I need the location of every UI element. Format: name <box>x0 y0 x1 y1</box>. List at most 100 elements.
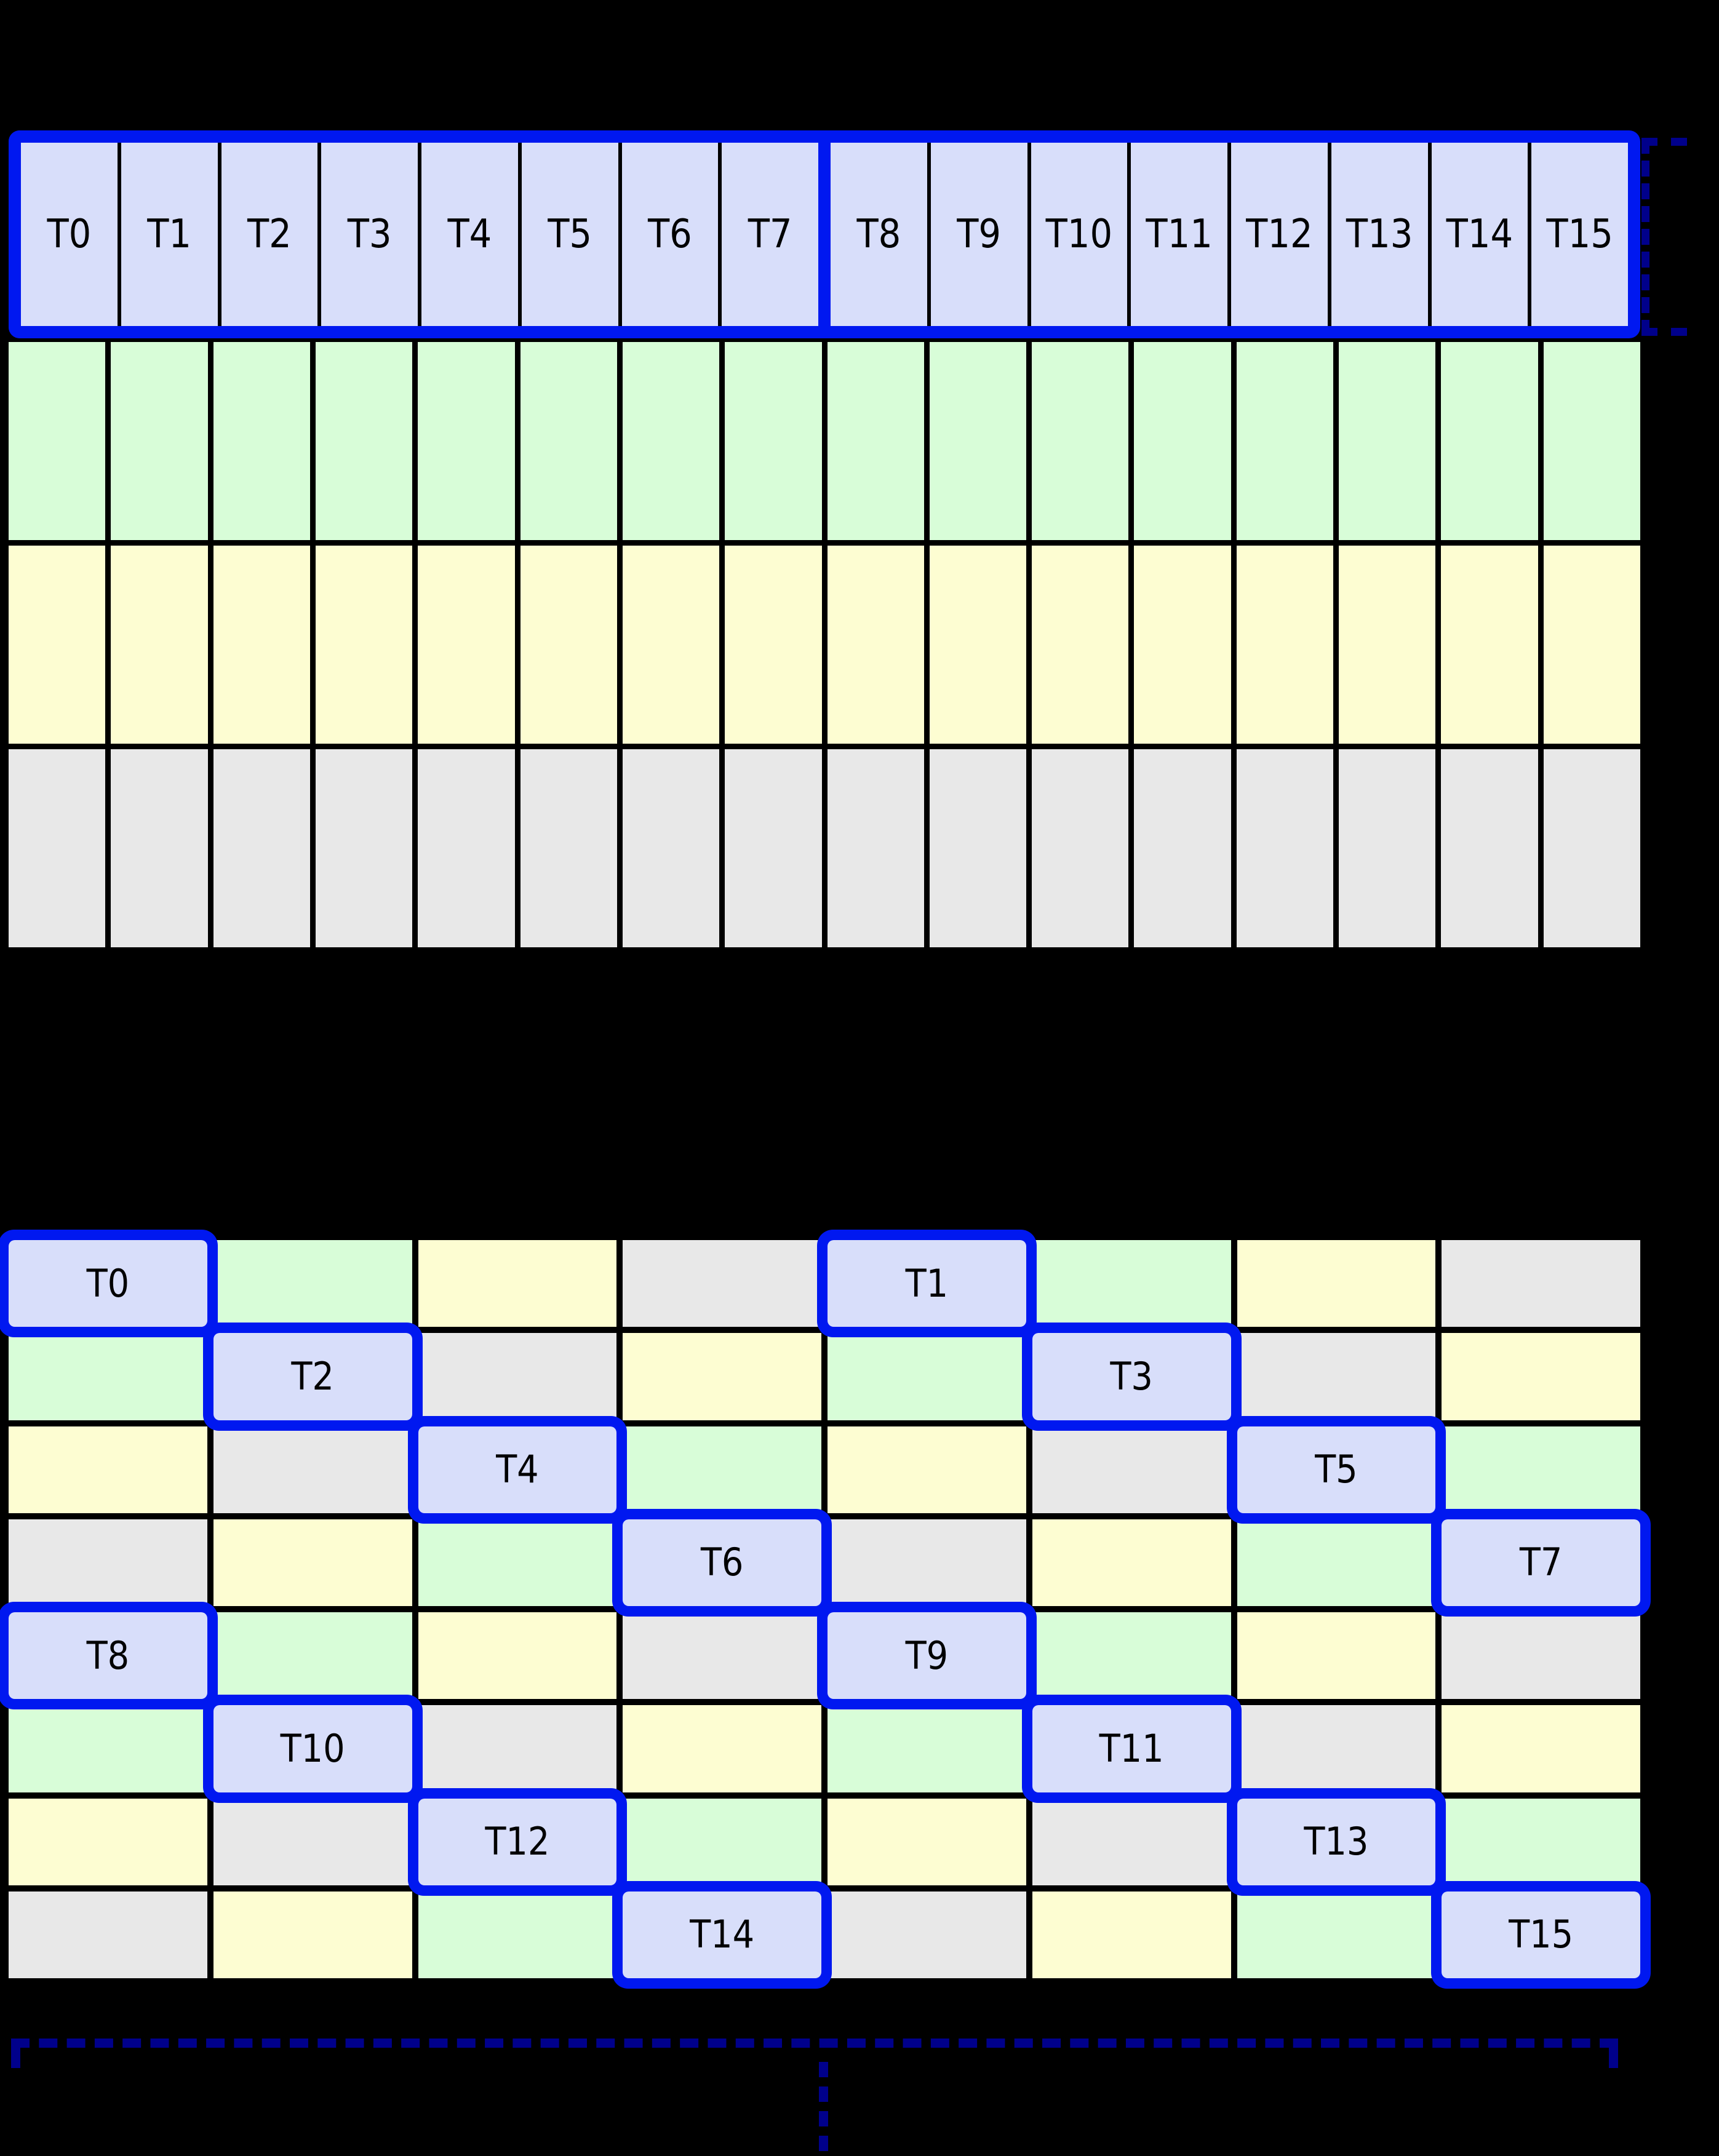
memory-cell <box>9 1891 207 1978</box>
memory-cell <box>1236 342 1334 540</box>
top-grid-thread-row: T0 T1 T2 T3 T4 T5 T6 T7 T8 T9 T10 T11 T12 T13 T14 T15 <box>9 130 1640 338</box>
thread-cell-t5: T5 <box>1237 1426 1436 1513</box>
memory-cell <box>623 1705 821 1792</box>
memory-cell <box>1237 1612 1436 1700</box>
memory-cell <box>1442 1240 1640 1327</box>
thread-cell-t5: T5 <box>521 143 618 326</box>
thread-cell-t11: T11 <box>1131 143 1227 326</box>
memory-cell <box>1134 749 1231 947</box>
memory-cell <box>1134 342 1231 540</box>
thread-cell-t4: T4 <box>418 1426 617 1513</box>
memory-cell <box>828 1426 1026 1513</box>
memory-cell <box>1339 749 1436 947</box>
memory-cell <box>1442 1333 1640 1420</box>
memory-cell <box>1339 342 1436 540</box>
thread-cell-t14: T14 <box>623 1891 821 1978</box>
memory-cell <box>111 749 208 947</box>
continuation-ellipsis <box>818 2062 828 2151</box>
memory-cell <box>9 1519 207 1606</box>
memory-cell <box>623 1612 821 1700</box>
memory-cell <box>1032 1798 1231 1885</box>
memory-cell <box>1237 1333 1436 1420</box>
thread-cell-t9: T9 <box>930 143 1027 326</box>
memory-cell <box>315 342 413 540</box>
bottom-span-bracket-icon <box>11 2039 1618 2068</box>
thread-cell-t10: T10 <box>1031 143 1128 326</box>
thread-cell-t12: T12 <box>1231 143 1328 326</box>
memory-cell <box>213 1519 412 1606</box>
memory-cell <box>213 1240 412 1327</box>
memory-cell <box>623 1240 821 1327</box>
memory-cell <box>1032 1891 1231 1978</box>
memory-cell <box>213 749 310 947</box>
memory-cell <box>828 1705 1026 1792</box>
thread-cell-t8: T8 <box>831 143 927 326</box>
memory-cell <box>9 749 106 947</box>
thread-cell-t7: T7 <box>722 143 818 326</box>
memory-cell <box>1339 546 1436 744</box>
memory-cell <box>520 342 617 540</box>
memory-cell <box>1441 342 1538 540</box>
ellipsis-dot <box>818 2062 828 2077</box>
memory-cell <box>1032 342 1129 540</box>
thread-cell-t0: T0 <box>9 1240 207 1327</box>
memory-cell <box>1442 1705 1640 1792</box>
memory-cell <box>725 546 822 744</box>
memory-cell <box>1236 546 1334 744</box>
memory-cell <box>828 1891 1026 1978</box>
memory-cell <box>418 1519 617 1606</box>
memory-cell <box>1032 1426 1231 1513</box>
memory-cell <box>213 546 310 744</box>
memory-cell <box>1032 749 1129 947</box>
thread-cell-t15: T15 <box>1442 1891 1640 1978</box>
memory-cell <box>9 1705 207 1792</box>
memory-cell <box>1032 1519 1231 1606</box>
thread-cell-t4: T4 <box>421 143 518 326</box>
thread-cell-t3: T3 <box>321 143 418 326</box>
thread-cell-t2: T2 <box>213 1333 412 1420</box>
thread-cell-t6: T6 <box>623 1519 821 1606</box>
memory-cell <box>1237 1240 1436 1327</box>
thread-cell-t1: T1 <box>121 143 218 326</box>
memory-cell <box>1032 1612 1231 1700</box>
memory-cell <box>1032 1240 1231 1327</box>
memory-cell <box>827 749 924 947</box>
memory-cell <box>418 342 515 540</box>
thread-cell-t10: T10 <box>213 1705 412 1792</box>
memory-cell <box>418 1891 617 1978</box>
memory-cell <box>520 546 617 744</box>
memory-cell <box>929 342 1027 540</box>
memory-cell <box>213 342 310 540</box>
memory-cell <box>315 749 413 947</box>
thread-cell-t0: T0 <box>21 143 118 326</box>
memory-cell <box>418 1240 617 1327</box>
memory-cell <box>623 1333 821 1420</box>
memory-cell <box>827 546 924 744</box>
memory-cell <box>213 1798 412 1885</box>
memory-cell <box>725 342 822 540</box>
thread-cell-t11: T11 <box>1032 1705 1231 1792</box>
memory-cell <box>827 342 924 540</box>
memory-cell <box>418 749 515 947</box>
ellipsis-dot <box>818 2111 828 2126</box>
memory-cell <box>9 342 106 540</box>
row-span-bracket-icon <box>1641 138 1687 336</box>
memory-cell <box>622 342 720 540</box>
thread-cell-t9: T9 <box>828 1612 1026 1700</box>
memory-cell <box>1442 1612 1640 1700</box>
memory-cell <box>418 1612 617 1700</box>
memory-cell <box>1441 749 1538 947</box>
memory-cell <box>111 342 208 540</box>
thread-cell-t8: T8 <box>9 1612 207 1700</box>
thread-cell-t6: T6 <box>621 143 719 326</box>
top-grid-memory-rows <box>9 342 1640 947</box>
bottom-grid-strided-access: T0 T1 T2 T3 T4 T5 T6 T7 T8 T9 T10 T11 T12 T13 T14 T15 <box>9 1240 1640 1978</box>
memory-cell <box>1543 749 1640 947</box>
memory-cell <box>9 1798 207 1885</box>
thread-cell-t7: T7 <box>1442 1519 1640 1606</box>
memory-cell <box>1543 342 1640 540</box>
memory-cell <box>828 1333 1026 1420</box>
memory-cell <box>315 546 413 744</box>
memory-cell <box>1032 546 1129 744</box>
memory-cell <box>1236 749 1334 947</box>
